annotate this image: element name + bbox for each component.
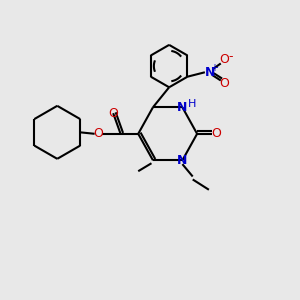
Text: O: O: [219, 77, 229, 90]
Text: -: -: [229, 50, 233, 64]
Text: N: N: [177, 154, 188, 167]
Text: O: O: [211, 127, 221, 140]
Text: O: O: [219, 53, 229, 66]
Text: N: N: [204, 66, 215, 79]
Text: +: +: [210, 63, 218, 74]
Text: O: O: [108, 107, 118, 120]
Text: H: H: [188, 99, 196, 110]
Text: N: N: [177, 101, 188, 114]
Text: O: O: [94, 127, 103, 140]
